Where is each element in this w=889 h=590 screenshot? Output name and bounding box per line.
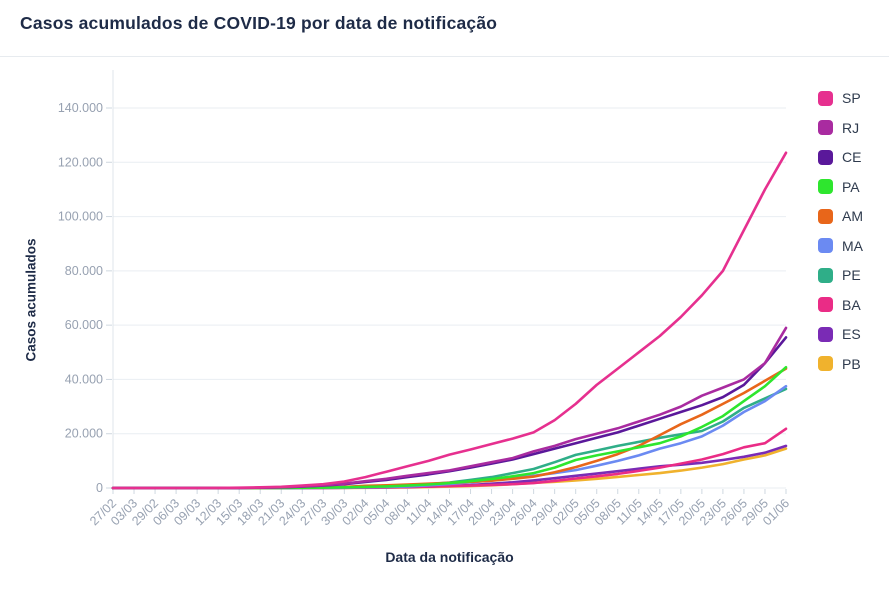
- y-tick-label: 0: [96, 481, 103, 495]
- legend-swatch-RJ: [818, 120, 833, 135]
- legend-item-BA[interactable]: BA: [818, 294, 863, 316]
- legend-item-RJ[interactable]: RJ: [818, 117, 863, 139]
- y-tick-label: 120.000: [58, 155, 103, 169]
- legend-label-AM: AM: [842, 208, 863, 224]
- y-tick-label: 80.000: [65, 264, 103, 278]
- legend-item-PB[interactable]: PB: [818, 353, 863, 375]
- legend-label-ES: ES: [842, 326, 861, 342]
- legend-item-PA[interactable]: PA: [818, 176, 863, 198]
- legend-swatch-PA: [818, 179, 833, 194]
- header-divider: [0, 56, 889, 57]
- legend-label-PA: PA: [842, 178, 860, 195]
- legend-item-PE[interactable]: PE: [818, 264, 863, 286]
- legend-item-MA[interactable]: MA: [818, 235, 863, 257]
- chart-title: Casos acumulados de COVID-19 por data de…: [20, 13, 498, 33]
- legend-swatch-SP: [818, 90, 833, 106]
- legend-item-ES[interactable]: ES: [818, 323, 863, 345]
- y-tick-label: 20.000: [65, 427, 103, 441]
- legend-swatch-PB: [818, 356, 833, 371]
- x-axis-title: Data da notificação: [385, 549, 514, 565]
- legend-item-CE[interactable]: CE: [818, 146, 863, 168]
- legend-item-AM[interactable]: AM: [818, 205, 863, 227]
- y-tick-label: 40.000: [65, 372, 103, 386]
- legend-swatch-CE: [818, 149, 833, 165]
- legend-swatch-PE: [818, 267, 833, 283]
- y-axis-title: Casos acumulados: [23, 238, 39, 362]
- legend-label-BA: BA: [842, 296, 861, 313]
- legend-swatch-ES: [818, 326, 833, 342]
- y-tick-label: 100.000: [58, 210, 103, 224]
- series-line-SP[interactable]: [111, 151, 788, 490]
- y-tick-label: 60.000: [65, 318, 103, 332]
- legend-label-PB: PB: [842, 355, 861, 372]
- plot-area[interactable]: [113, 70, 786, 488]
- plot-canvas[interactable]: 0 20.000 40.000 60.000 80.000 100.000 120.000 1…: [0, 60, 889, 590]
- legend-item-SP[interactable]: SP: [818, 87, 863, 109]
- legend-label-MA: MA: [842, 237, 863, 254]
- legend-label-RJ: RJ: [842, 119, 860, 136]
- legend-label-CE: CE: [842, 149, 862, 165]
- legend-label-PE: PE: [842, 267, 861, 283]
- legend-label-SP: SP: [842, 90, 861, 106]
- legend-swatch-MA: [818, 238, 833, 253]
- y-tick-label: 140.000: [58, 101, 103, 115]
- legend-swatch-BA: [818, 297, 833, 312]
- legend-swatch-AM: [818, 208, 833, 224]
- legend: SP RJ CE PA AM MA PE BA ES PB: [818, 87, 863, 375]
